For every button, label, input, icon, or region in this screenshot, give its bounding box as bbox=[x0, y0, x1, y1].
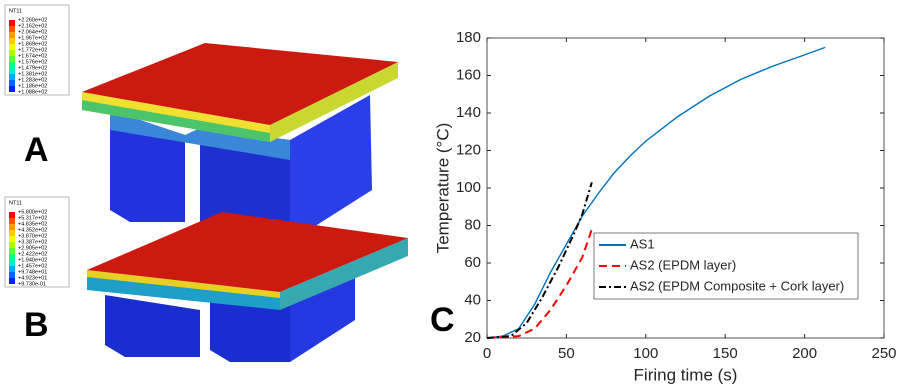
color-band bbox=[9, 80, 15, 86]
color-band bbox=[9, 32, 15, 38]
legend-label: +9.730e-01 bbox=[18, 281, 46, 287]
x-tick-label: 50 bbox=[558, 345, 575, 362]
color-band bbox=[9, 224, 15, 230]
color-band bbox=[9, 236, 15, 242]
color-band bbox=[9, 230, 15, 236]
color-band bbox=[9, 56, 15, 62]
color-band bbox=[9, 248, 15, 254]
color-band bbox=[9, 212, 15, 218]
y-tick-label: 160 bbox=[456, 66, 481, 83]
legend-label: AS2 (EPDM Composite + Cork layer) bbox=[630, 278, 844, 293]
y-tick-label: 100 bbox=[456, 179, 481, 196]
legend-title: NT11 bbox=[9, 8, 22, 14]
color-band bbox=[9, 62, 15, 68]
panel-label: A bbox=[24, 131, 49, 169]
legend-label: AS1 bbox=[630, 236, 655, 251]
color-band bbox=[9, 266, 15, 272]
color-band bbox=[9, 74, 15, 80]
color-band bbox=[9, 260, 15, 266]
color-band bbox=[9, 272, 15, 278]
x-tick-label: 100 bbox=[633, 345, 658, 362]
color-band bbox=[9, 26, 15, 32]
legend-title: NT11 bbox=[9, 200, 22, 206]
y-tick-label: 60 bbox=[464, 254, 481, 271]
color-band bbox=[9, 44, 15, 50]
color-band bbox=[9, 20, 15, 26]
y-tick-label: 120 bbox=[456, 141, 481, 158]
x-tick-label: 200 bbox=[792, 345, 817, 362]
color-band bbox=[9, 278, 15, 284]
y-tick-label: 180 bbox=[456, 29, 481, 46]
y-tick-label: 140 bbox=[456, 104, 481, 121]
panel-label: C bbox=[430, 301, 455, 339]
x-tick-label: 150 bbox=[713, 345, 738, 362]
color-band bbox=[9, 242, 15, 248]
color-band bbox=[9, 254, 15, 260]
model-b bbox=[87, 212, 408, 362]
color-band bbox=[9, 218, 15, 224]
figure: 0 50 100 150 200 250 20 40 60 80 100 120 140 160 180 Fi… bbox=[0, 0, 909, 386]
y-tick-label: 80 bbox=[464, 216, 481, 233]
color-band bbox=[9, 86, 15, 92]
model-a bbox=[82, 43, 398, 242]
x-axis-label: Firing time (s) bbox=[634, 365, 738, 384]
y-axis-label: Temperature (°C) bbox=[433, 123, 452, 254]
chart: 0 50 100 150 200 250 20 40 60 80 100 120 140 160 180 Fi… bbox=[433, 29, 896, 385]
y-tick-label: 20 bbox=[464, 329, 481, 346]
legend-label: AS2 (EPDM layer) bbox=[630, 257, 736, 272]
color-band bbox=[9, 68, 15, 74]
color-band bbox=[9, 50, 15, 56]
color-band bbox=[9, 38, 15, 44]
panel-label: B bbox=[24, 306, 49, 344]
legend-label: +1.088e+02 bbox=[18, 89, 47, 95]
x-tick-label: 0 bbox=[483, 345, 491, 362]
y-tick-label: 40 bbox=[464, 291, 481, 308]
x-tick-label: 250 bbox=[871, 345, 896, 362]
